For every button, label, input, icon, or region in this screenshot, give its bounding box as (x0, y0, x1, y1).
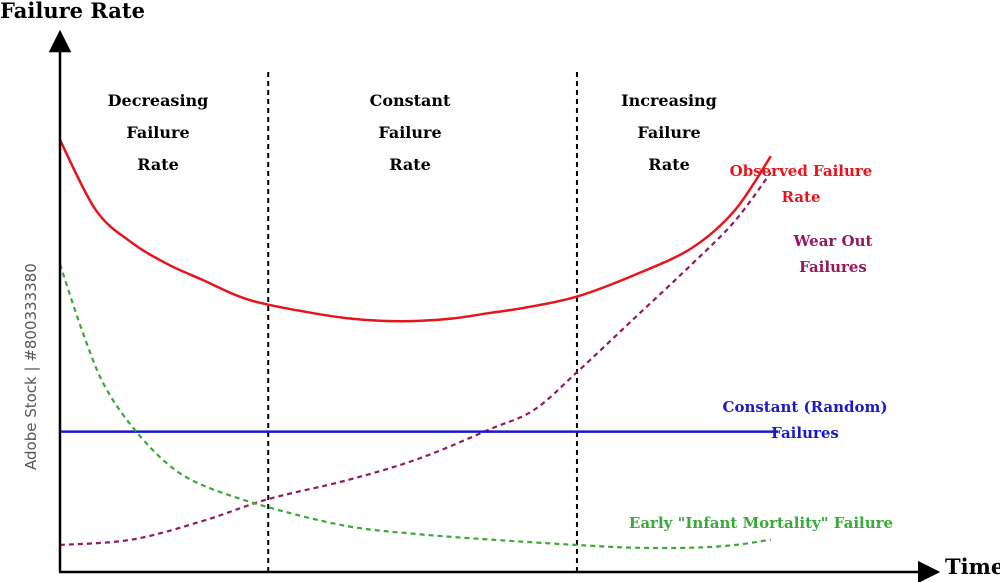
constant-random-failures-label: Constant (Random) Failures (722, 398, 888, 442)
wear-out-failures-label: Wear Out Failures (793, 232, 873, 276)
observed-failure-rate-label: Observed Failure Rate (729, 162, 873, 206)
stock-watermark: Adobe Stock | #800333380 (22, 263, 40, 470)
wear-out-failures-curve (59, 171, 772, 547)
y-axis-label: Failure Rate (0, 0, 145, 23)
infant-mortality-failure-curve (58, 263, 771, 550)
observed-failure-rate-curve (58, 139, 772, 323)
infant-mortality-failure-label: Early "Infant Mortality" Failure (628, 514, 894, 532)
region-label-increasing: Increasing Failure Rate (621, 91, 717, 174)
region-label-constant: Constant Failure Rate (369, 91, 451, 174)
x-axis-label: Time (945, 554, 1000, 579)
region-label-decreasing: Decreasing Failure Rate (107, 91, 209, 174)
